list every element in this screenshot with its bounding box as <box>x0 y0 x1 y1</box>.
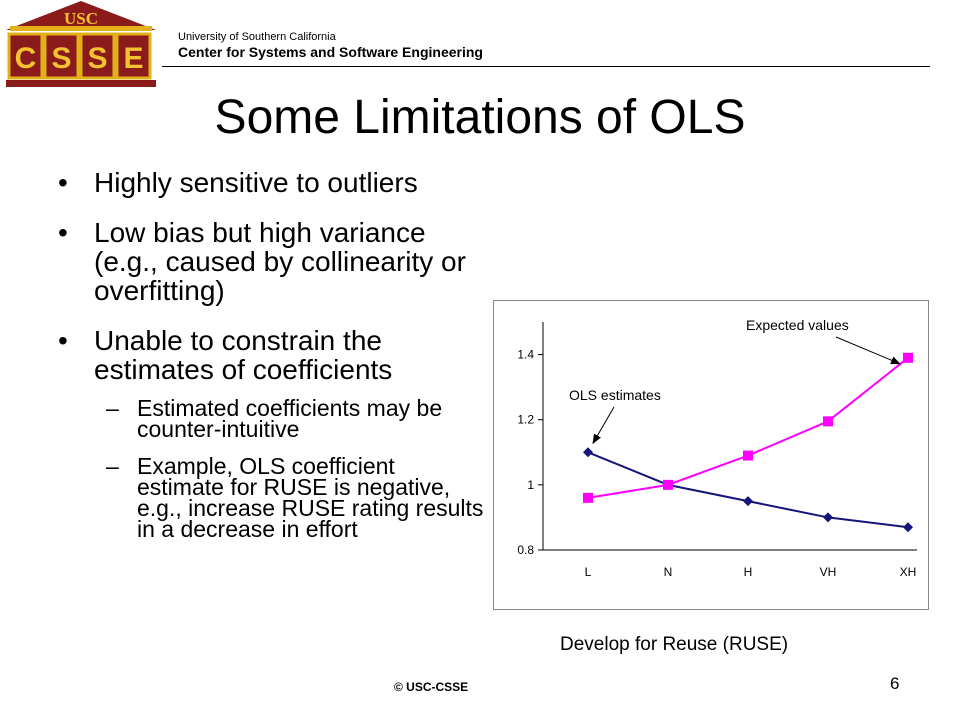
bullet-item: Highly sensitive to outliers <box>58 168 488 197</box>
bullet-item: Unable to constrain the estimates of coe… <box>58 325 488 542</box>
logo-roof <box>6 1 156 30</box>
page-number: 6 <box>890 674 900 693</box>
series-1-point <box>663 479 673 490</box>
y-tick-label: 0.8 <box>517 543 534 557</box>
svg-text:C: C <box>15 42 37 75</box>
footer-copyright: © USC-CSSE <box>394 680 469 694</box>
x-tick-label: H <box>744 565 753 579</box>
svg-text:S: S <box>87 42 107 75</box>
annotation-arrow <box>835 336 901 365</box>
series-0-point <box>583 447 593 458</box>
y-tick-label: 1.4 <box>517 348 534 362</box>
bullet-list: Highly sensitive to outliers Low bias bu… <box>58 168 488 561</box>
sub-bullet-text: Estimated coefficients may be counter-in… <box>137 395 443 442</box>
series-1-point <box>823 416 833 427</box>
university-name: University of Southern California <box>178 31 336 43</box>
annotation-label: OLS estimates <box>569 387 661 403</box>
logo-base <box>6 80 156 87</box>
sub-bullet-item: Estimated coefficients may be counter-in… <box>94 395 488 442</box>
x-tick-label: XH <box>900 565 917 579</box>
bullet-text: Highly sensitive to outliers <box>94 167 418 198</box>
bullet-text: Unable to constrain the estimates of coe… <box>94 325 393 385</box>
annotation-arrow <box>592 406 615 445</box>
annotation-label: Expected values <box>746 317 849 333</box>
logo-roof-band <box>10 26 152 31</box>
sub-bullet-text: Example, OLS coefficient estimate for RU… <box>137 453 484 542</box>
series-1-point <box>583 492 593 503</box>
bullet-item: Low bias but high variance (e.g., caused… <box>58 218 488 305</box>
logo-usc-text: USC <box>64 9 98 28</box>
series-0-point <box>903 522 913 533</box>
center-name: Center for Systems and Software Engineer… <box>178 44 483 60</box>
y-tick-label: 1 <box>527 478 534 492</box>
svg-text:E: E <box>123 42 143 75</box>
svg-text:S: S <box>51 42 71 75</box>
x-tick-label: VH <box>820 565 837 579</box>
series-0-point <box>823 512 833 523</box>
series-1-point <box>903 352 913 363</box>
chart-frame <box>493 300 929 610</box>
ruse-line-chart: 0.8 1 1.2 1.4 L N H VH XH OLS estimates Expected v… <box>517 317 917 579</box>
x-tick-label: N <box>664 565 673 579</box>
sub-bullet-list: Estimated coefficients may be counter-in… <box>94 395 488 542</box>
series-1-line <box>587 357 909 499</box>
series-0-point <box>743 496 753 507</box>
slide-title: Some Limitations of OLS <box>214 91 746 144</box>
usc-csse-logo: USC C S S E <box>6 1 156 87</box>
header-rule <box>162 66 930 67</box>
x-axis-caption: Develop for Reuse (RUSE) <box>560 634 789 655</box>
x-tick-label: L <box>585 565 592 579</box>
y-tick-label: 1.2 <box>517 413 534 427</box>
bullet-text: Low bias but high variance (e.g., caused… <box>94 217 466 306</box>
logo-letter-tiles: C S S E <box>7 32 152 80</box>
sub-bullet-item: Example, OLS coefficient estimate for RU… <box>94 453 488 542</box>
series-1-point <box>743 450 753 461</box>
